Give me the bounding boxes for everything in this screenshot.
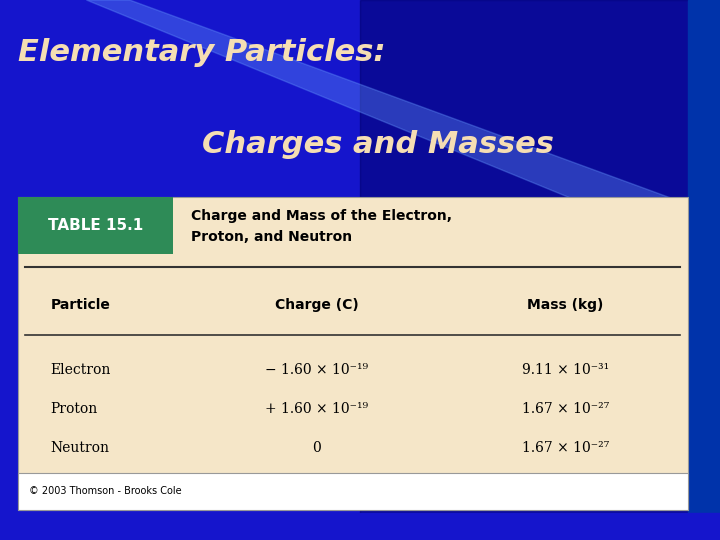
Text: Charges and Masses: Charges and Masses — [202, 130, 554, 159]
Text: Particle: Particle — [50, 298, 110, 312]
Text: Proton: Proton — [50, 402, 98, 416]
Text: © 2003 Thomson - Brooks Cole: © 2003 Thomson - Brooks Cole — [29, 487, 181, 496]
Text: 1.67 × 10⁻²⁷: 1.67 × 10⁻²⁷ — [521, 441, 609, 455]
Text: TABLE 15.1: TABLE 15.1 — [48, 218, 143, 233]
FancyBboxPatch shape — [18, 197, 688, 510]
Text: Elementary Particles:: Elementary Particles: — [18, 38, 386, 67]
FancyBboxPatch shape — [18, 197, 173, 254]
Text: + 1.60 × 10⁻¹⁹: + 1.60 × 10⁻¹⁹ — [265, 402, 369, 416]
Text: Mass (kg): Mass (kg) — [527, 298, 603, 312]
Text: 9.11 × 10⁻³¹: 9.11 × 10⁻³¹ — [521, 363, 609, 377]
Text: 0: 0 — [312, 441, 321, 455]
Text: Charge and Mass of the Electron,: Charge and Mass of the Electron, — [191, 209, 452, 222]
Text: Charge (C): Charge (C) — [275, 298, 359, 312]
Text: Neutron: Neutron — [50, 441, 109, 455]
Text: Proton, and Neutron: Proton, and Neutron — [191, 231, 352, 244]
Text: Electron: Electron — [50, 363, 111, 377]
FancyBboxPatch shape — [18, 472, 688, 510]
Bar — [360, 0, 720, 540]
Text: 1.67 × 10⁻²⁷: 1.67 × 10⁻²⁷ — [521, 402, 609, 416]
Bar — [688, 0, 720, 540]
Bar — [0, 513, 720, 540]
Text: − 1.60 × 10⁻¹⁹: − 1.60 × 10⁻¹⁹ — [265, 363, 369, 377]
Polygon shape — [86, 0, 720, 259]
